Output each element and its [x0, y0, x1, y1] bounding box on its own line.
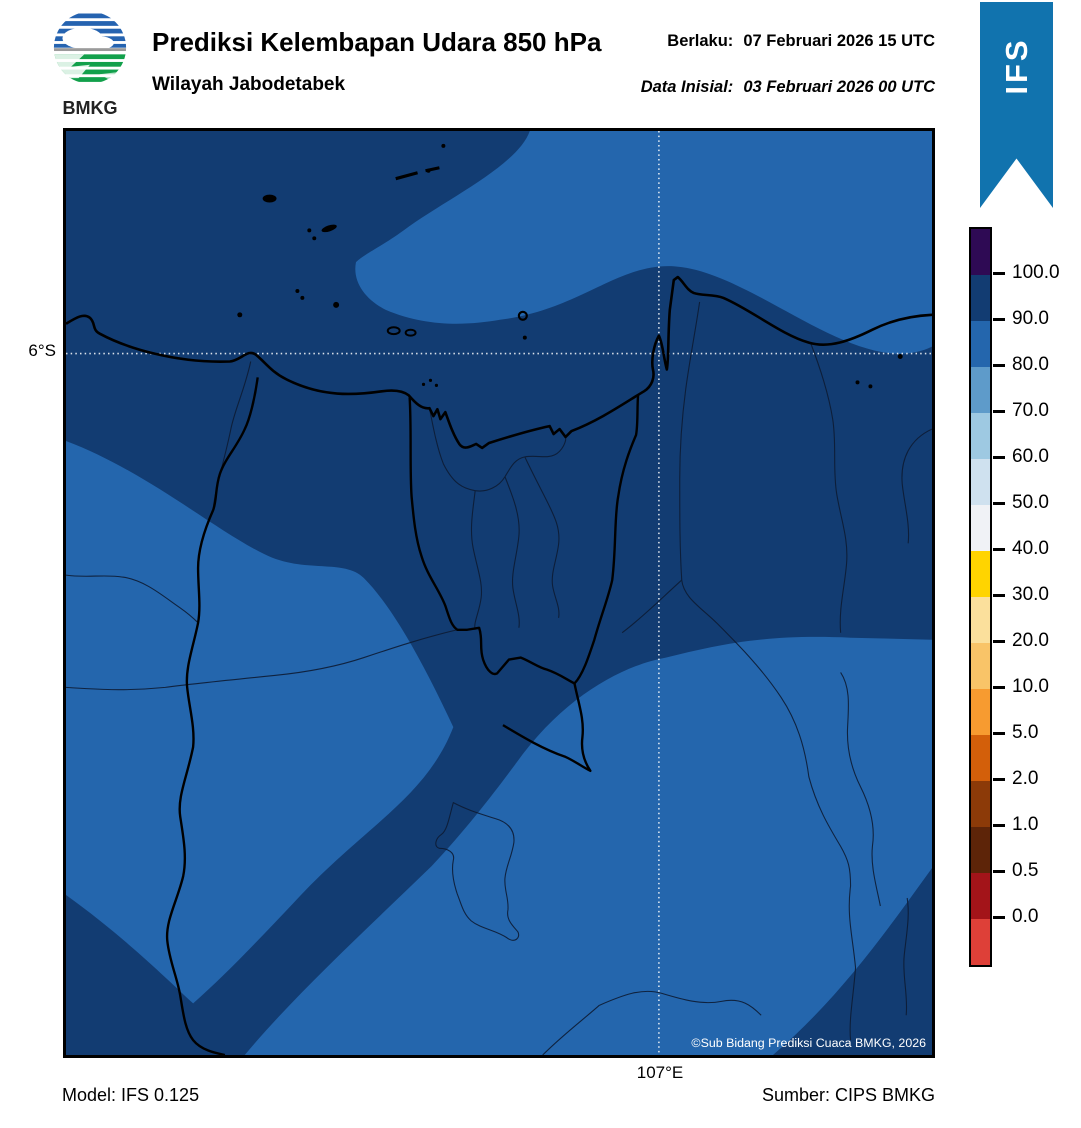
footer-source: Sumber: CIPS BMKG [762, 1085, 935, 1106]
colorbar-tick [993, 364, 1005, 367]
colorbar-tick [993, 778, 1005, 781]
colorbar-tick [993, 318, 1005, 321]
colorbar-segment [971, 459, 990, 505]
colorbar-tick-label: 0.5 [1012, 860, 1038, 882]
colorbar-tick [993, 456, 1005, 459]
colorbar-tick [993, 594, 1005, 597]
colorbar-tick-label: 70.0 [1012, 400, 1049, 422]
colorbar-segment [971, 643, 990, 689]
colorbar-segment [971, 321, 990, 367]
colorbar-segment [971, 229, 990, 275]
colorbar-segment [971, 781, 990, 827]
model-ribbon: IFS [980, 2, 1053, 208]
colorbar-segment [971, 827, 990, 873]
page-title: Prediksi Kelembapan Udara 850 hPa [152, 27, 601, 58]
humidity-map-canvas: ©Sub Bidang Prediksi Cuaca BMKG, 2026 [66, 131, 932, 1055]
colorbar-tick-label: 20.0 [1012, 630, 1049, 652]
colorbar-tick-label: 2.0 [1012, 768, 1038, 790]
bmkg-logo: BMKG [36, 4, 144, 118]
colorbar [969, 227, 992, 967]
axis-label-latitude: 6°S [0, 341, 56, 361]
colorbar-segment [971, 689, 990, 735]
humidity-map: ©Sub Bidang Prediksi Cuaca BMKG, 2026 [63, 128, 935, 1058]
colorbar-tick-label: 90.0 [1012, 308, 1049, 330]
colorbar-tick [993, 410, 1005, 413]
model-ribbon-label: IFS [999, 37, 1035, 94]
colorbar-segment [971, 597, 990, 643]
colorbar-tick [993, 502, 1005, 505]
axis-label-longitude: 107°E [610, 1063, 710, 1083]
colorbar-tick-label: 0.0 [1012, 906, 1038, 928]
map-copyright-text: ©Sub Bidang Prediksi Cuaca BMKG, 2026 [691, 1036, 926, 1050]
colorbar-segment [971, 735, 990, 781]
colorbar-segment [971, 505, 990, 551]
colorbar-tick-label: 50.0 [1012, 492, 1049, 514]
page-subtitle: Wilayah Jabodetabek [152, 74, 345, 96]
colorbar-tick-label: 80.0 [1012, 354, 1049, 376]
colorbar-segment [971, 551, 990, 597]
colorbar-tick [993, 640, 1005, 643]
initial-time-value: 03 Februari 2026 00 UTC [743, 78, 935, 96]
valid-time: Berlaku: 07 Februari 2026 15 UTC [667, 32, 935, 51]
colorbar-tick-label: 40.0 [1012, 538, 1049, 560]
colorbar-tick [993, 824, 1005, 827]
valid-time-label: Berlaku: [667, 32, 733, 50]
colorbar-segment [971, 275, 990, 321]
colorbar-tick [993, 870, 1005, 873]
colorbar-segment [971, 919, 990, 965]
colorbar-tick-label: 1.0 [1012, 814, 1038, 836]
colorbar-tick-label: 30.0 [1012, 584, 1049, 606]
colorbar-tick-label: 60.0 [1012, 446, 1049, 468]
colorbar-tick-label: 10.0 [1012, 676, 1049, 698]
colorbar-tick [993, 916, 1005, 919]
initial-time: Data Inisial: 03 Februari 2026 00 UTC [641, 78, 935, 97]
colorbar-segment [971, 873, 990, 919]
colorbar-tick [993, 272, 1005, 275]
colorbar-segment [971, 413, 990, 459]
footer-model: Model: IFS 0.125 [62, 1085, 199, 1106]
valid-time-value: 07 Februari 2026 15 UTC [743, 32, 935, 50]
colorbar-tick [993, 548, 1005, 551]
colorbar-tick [993, 732, 1005, 735]
colorbar-tick-label: 100.0 [1012, 262, 1060, 284]
colorbar-tick-label: 5.0 [1012, 722, 1038, 744]
initial-time-label: Data Inisial: [641, 78, 734, 96]
bmkg-logo-label: BMKG [62, 98, 117, 118]
colorbar-tick [993, 686, 1005, 689]
bmkg-logo-graphic: BMKG [36, 4, 144, 118]
colorbar-segment [971, 367, 990, 413]
